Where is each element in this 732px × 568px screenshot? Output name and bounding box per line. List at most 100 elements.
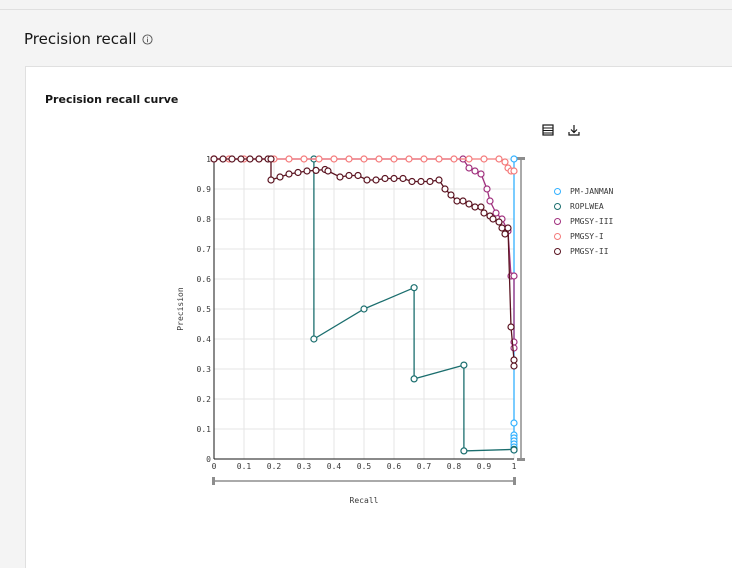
data-point-pmgsy-iii[interactable]	[492, 209, 500, 217]
data-point-pmgsy-ii[interactable]	[480, 209, 488, 217]
x-tick-label: 0.4	[327, 462, 342, 471]
y-zoom-handle-top[interactable]	[517, 157, 525, 160]
data-point-pmgsy-iii[interactable]	[510, 344, 518, 352]
data-point-roplwea[interactable]	[460, 361, 468, 369]
data-point-roplwea[interactable]	[410, 284, 418, 292]
data-point-pmgsy-i[interactable]	[390, 155, 398, 163]
data-point-pmgsy-iii[interactable]	[477, 170, 485, 178]
data-point-pmgsy-iii[interactable]	[465, 164, 473, 172]
data-point-pmgsy-ii[interactable]	[303, 167, 311, 175]
data-point-pmgsy-i[interactable]	[330, 155, 338, 163]
x-tick-label: 0.2	[267, 462, 282, 471]
data-point-pmgsy-ii[interactable]	[477, 203, 485, 211]
data-point-pmgsy-ii[interactable]	[219, 155, 227, 163]
chart-title: Precision recall curve	[45, 93, 179, 106]
data-point-pmgsy-ii[interactable]	[408, 177, 416, 186]
data-point-pmgsy-ii[interactable]	[510, 356, 518, 364]
data-point-pmgsy-ii[interactable]	[246, 155, 254, 163]
data-point-pmgsy-ii[interactable]	[381, 174, 389, 183]
data-point-pmgsy-ii[interactable]	[465, 200, 473, 208]
data-point-pmgsy-i[interactable]	[285, 155, 293, 163]
data-point-pmgsy-i[interactable]	[360, 155, 368, 163]
data-point-pmgsy-i[interactable]	[510, 167, 518, 175]
data-point-pm-janman[interactable]	[510, 155, 518, 163]
y-tick-label: 0.7	[197, 245, 212, 254]
data-point-roplwea[interactable]	[310, 335, 318, 343]
data-point-pm-janman[interactable]	[510, 419, 518, 427]
y-tick-label: 0	[206, 455, 211, 464]
x-tick-label: 0.6	[387, 462, 402, 471]
data-point-pmgsy-ii[interactable]	[453, 197, 461, 205]
data-point-pmgsy-ii[interactable]	[267, 155, 275, 163]
data-point-pmgsy-i[interactable]	[495, 155, 503, 163]
data-point-pmgsy-ii[interactable]	[255, 155, 263, 163]
chart-legend: PM-JANMAN ROPLWEA PMGSY-III PMGSY-I PMGSY-II	[554, 184, 613, 259]
data-point-pmgsy-i[interactable]	[465, 155, 473, 163]
data-point-roplwea[interactable]	[410, 375, 418, 383]
x-zoom-handle-left[interactable]	[212, 477, 215, 485]
data-point-pmgsy-ii[interactable]	[228, 155, 236, 163]
data-point-pmgsy-ii[interactable]	[354, 171, 362, 180]
data-point-pmgsy-ii[interactable]	[237, 155, 245, 163]
data-point-pmgsy-ii[interactable]	[390, 174, 398, 183]
legend-label: PMGSY-III	[570, 217, 614, 226]
y-zoom-handle-bottom[interactable]	[517, 458, 525, 461]
data-point-pmgsy-i[interactable]	[420, 155, 428, 163]
x-axis-label: Recall	[350, 496, 379, 505]
data-point-pmgsy-i[interactable]	[315, 155, 323, 163]
data-point-pmgsy-ii[interactable]	[276, 173, 284, 181]
data-point-roplwea[interactable]	[510, 446, 518, 454]
data-point-pmgsy-ii[interactable]	[471, 203, 479, 211]
data-point-pmgsy-iii[interactable]	[486, 197, 494, 205]
data-point-pmgsy-ii[interactable]	[447, 191, 455, 199]
legend-item-roplwea[interactable]: ROPLWEA	[554, 199, 613, 214]
data-point-pmgsy-iii[interactable]	[483, 185, 491, 193]
data-point-pmgsy-ii[interactable]	[336, 173, 344, 181]
info-icon[interactable]	[142, 33, 153, 45]
table-icon[interactable]	[541, 123, 555, 137]
data-point-pmgsy-ii[interactable]	[324, 167, 332, 175]
data-point-pmgsy-i[interactable]	[300, 155, 308, 163]
data-point-pmgsy-ii[interactable]	[501, 230, 509, 238]
data-point-pmgsy-ii[interactable]	[372, 176, 380, 184]
data-point-pmgsy-iii[interactable]	[471, 167, 479, 175]
data-point-pmgsy-i[interactable]	[480, 155, 488, 163]
data-point-pmgsy-ii[interactable]	[267, 176, 275, 184]
legend-item-pmgsy-ii[interactable]: PMGSY-II	[554, 244, 613, 259]
data-point-roplwea[interactable]	[360, 305, 368, 313]
data-point-pmgsy-ii[interactable]	[294, 168, 302, 177]
data-point-pmgsy-ii[interactable]	[510, 362, 518, 370]
data-point-pmgsy-ii[interactable]	[489, 215, 497, 223]
legend-item-pm-janman[interactable]: PM-JANMAN	[554, 184, 613, 199]
data-point-pmgsy-i[interactable]	[450, 155, 458, 163]
data-point-pmgsy-ii[interactable]	[210, 155, 218, 163]
data-point-pmgsy-ii[interactable]	[426, 177, 434, 186]
data-point-pmgsy-ii[interactable]	[345, 171, 353, 180]
data-point-pmgsy-ii[interactable]	[504, 224, 512, 232]
data-point-pmgsy-ii[interactable]	[363, 176, 371, 184]
data-point-pmgsy-ii[interactable]	[435, 176, 443, 184]
data-point-pmgsy-i[interactable]	[501, 158, 509, 166]
data-point-pmgsy-ii[interactable]	[498, 224, 506, 232]
data-point-pmgsy-iii[interactable]	[510, 272, 518, 280]
data-point-pmgsy-ii[interactable]	[441, 185, 449, 193]
data-point-pmgsy-ii[interactable]	[495, 218, 503, 226]
data-point-pmgsy-ii[interactable]	[459, 197, 467, 205]
data-point-pmgsy-ii[interactable]	[285, 170, 293, 178]
x-tick-label: 0.5	[357, 462, 372, 471]
data-point-pmgsy-i[interactable]	[345, 155, 353, 163]
legend-item-pmgsy-i[interactable]: PMGSY-I	[554, 229, 613, 244]
data-point-pmgsy-ii[interactable]	[417, 177, 425, 186]
data-point-pmgsy-i[interactable]	[435, 155, 443, 163]
download-icon[interactable]	[567, 123, 581, 137]
data-point-pmgsy-i[interactable]	[405, 155, 413, 163]
legend-swatch	[554, 233, 561, 240]
data-point-roplwea[interactable]	[460, 447, 468, 455]
data-point-pmgsy-ii[interactable]	[312, 166, 320, 174]
data-point-pmgsy-ii[interactable]	[507, 323, 515, 331]
page-header: Precision recall	[24, 30, 153, 48]
x-zoom-handle-right[interactable]	[513, 477, 516, 485]
legend-item-pmgsy-iii[interactable]: PMGSY-III	[554, 214, 613, 229]
data-point-pmgsy-ii[interactable]	[399, 174, 407, 183]
data-point-pmgsy-i[interactable]	[375, 155, 383, 163]
